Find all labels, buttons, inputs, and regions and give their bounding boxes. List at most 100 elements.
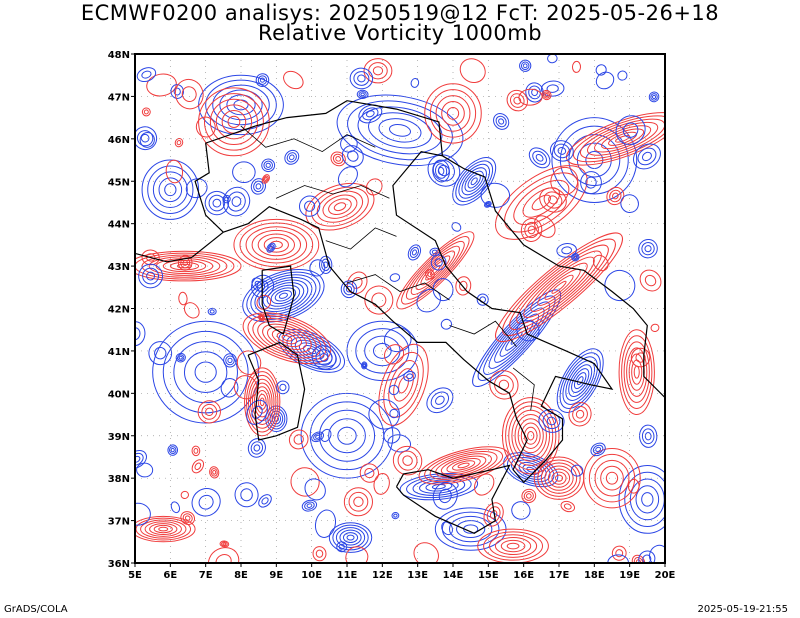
contour-line [232, 161, 256, 184]
contour-line [138, 263, 164, 289]
contour-line [389, 408, 399, 419]
contour-line [364, 285, 394, 315]
contour-line [247, 315, 327, 362]
contour-line [403, 370, 416, 382]
contour-line [164, 183, 177, 197]
positive-vorticity-contours [477, 528, 549, 563]
contour-line [368, 112, 432, 149]
region-border [449, 320, 517, 347]
contour-line [315, 549, 324, 558]
contour-line [197, 400, 221, 424]
contour-line [345, 285, 353, 293]
contour-line [506, 542, 520, 550]
contour-line [393, 368, 414, 402]
contour-line [474, 473, 495, 496]
contour-line [279, 383, 287, 392]
contour-line [615, 135, 631, 143]
lat-tick-label: 39N [108, 432, 130, 443]
negative-vorticity-contours [358, 104, 383, 124]
lon-tick-label: 19E [619, 570, 640, 581]
contour-line [256, 280, 269, 293]
negative-vorticity-contours [320, 428, 332, 442]
contour-line [615, 115, 646, 146]
negative-vorticity-contours [298, 195, 321, 217]
negative-vorticity-contours [604, 269, 636, 302]
contour-line [489, 370, 519, 400]
positive-vorticity-contours [378, 343, 429, 426]
negative-vorticity-contours [204, 190, 230, 216]
contour-line [309, 259, 326, 277]
positive-vorticity-contours [345, 546, 369, 563]
contour-line [320, 428, 332, 442]
contour-line [416, 288, 441, 313]
contour-line [358, 91, 367, 98]
positive-vorticity-contours [330, 151, 346, 167]
negative-vorticity-contours [387, 434, 412, 453]
negative-vorticity-contours [266, 242, 276, 253]
negative-vorticity-contours [276, 380, 290, 395]
contour-line [594, 459, 630, 497]
contour-line [215, 554, 232, 563]
contour-line [644, 274, 657, 287]
contour-line [173, 87, 181, 96]
lat-tick-label: 43N [108, 262, 130, 273]
positive-vorticity-contours [209, 466, 220, 479]
contour-line [410, 78, 420, 88]
contour-line [372, 66, 384, 76]
contour-line [553, 143, 570, 159]
contour-line [446, 457, 481, 473]
contour-line [135, 452, 144, 466]
contour-line [148, 341, 173, 366]
contour-line [539, 187, 567, 213]
contour-line [516, 320, 540, 342]
contour-line [135, 502, 151, 526]
positive-vorticity-contours [518, 88, 543, 106]
contour-line [631, 554, 646, 563]
contour-line [333, 202, 347, 212]
lat-tick-label: 42N [108, 305, 130, 316]
contour-line [220, 378, 239, 398]
contour-line [650, 323, 660, 333]
contour-line [595, 446, 601, 452]
negative-vorticity-contours [136, 462, 154, 478]
contour-line [459, 280, 468, 291]
contour-line [635, 485, 660, 514]
contour-line [397, 450, 418, 471]
negative-vorticity-contours [340, 280, 358, 299]
contour-line [639, 269, 662, 292]
negative-vorticity-contours [167, 444, 179, 456]
contour-line [544, 92, 549, 98]
contour-line [315, 434, 321, 439]
region-border [276, 185, 390, 199]
lon-tick-label: 13E [407, 570, 428, 581]
contour-line [570, 464, 584, 477]
contour-line [641, 242, 655, 256]
positive-vorticity-contours [650, 323, 660, 333]
contour-line [535, 154, 544, 162]
positive-vorticity-contours [631, 554, 646, 563]
contour-line [530, 262, 588, 312]
positive-vorticity-contours [180, 490, 189, 500]
positive-vorticity-contours [180, 511, 196, 525]
contour-line [432, 482, 458, 510]
contour-line [261, 174, 270, 184]
contour-line [147, 165, 194, 214]
negative-vorticity-contours [328, 522, 373, 553]
contour-line [626, 347, 648, 397]
contour-line [135, 449, 147, 469]
positive-vorticity-contours [489, 370, 519, 400]
positive-vorticity-contours [459, 58, 486, 84]
contour-line [639, 424, 658, 448]
positive-vorticity-contours [343, 487, 373, 517]
lat-tick-label: 48N [108, 50, 130, 61]
contour-line [266, 284, 301, 307]
lon-tick-label: 9E [269, 570, 283, 581]
negative-vorticity-contours [135, 126, 158, 151]
contour-line [435, 95, 471, 132]
italy-peninsula-coastline [223, 150, 614, 484]
contour-line [182, 260, 188, 266]
contour-line [335, 527, 366, 548]
region-border [346, 274, 450, 301]
contour-line [568, 402, 592, 427]
negative-vorticity-contours [556, 242, 577, 258]
